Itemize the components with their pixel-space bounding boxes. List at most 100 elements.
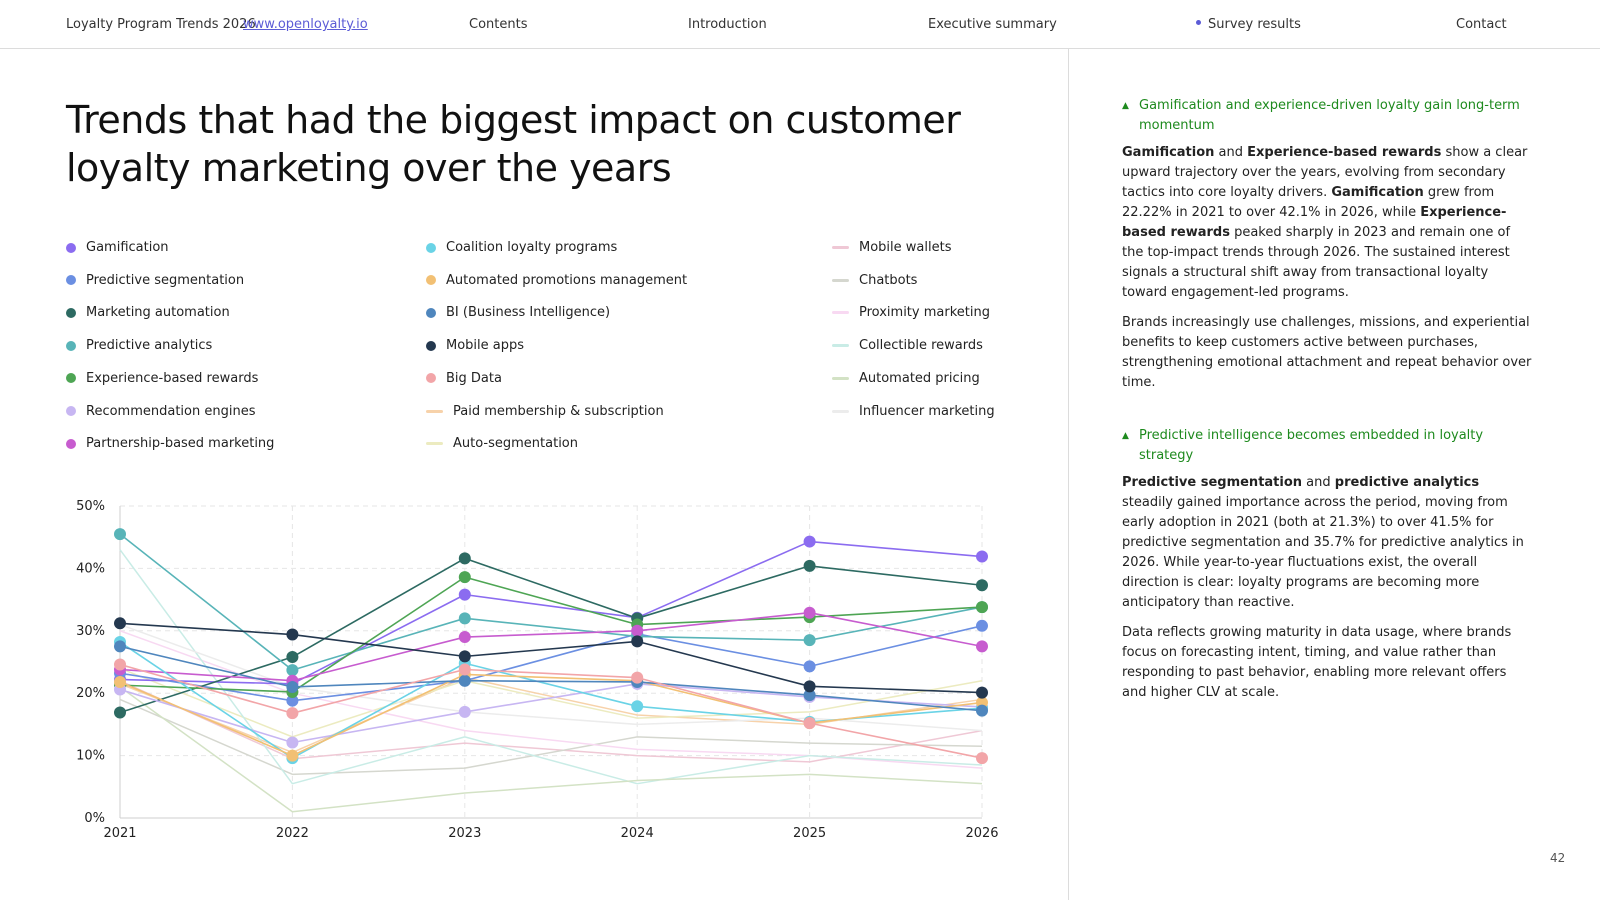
y-tick-label: 50% (76, 499, 105, 514)
series-line-predictive-analytics (119, 533, 983, 671)
series-mobile-apps (114, 617, 988, 699)
legend-label: Marketing automation (86, 305, 230, 321)
legend-item-proximity-marketing: Proximity marketing (832, 305, 990, 320)
series-partnership-based-marketing (114, 606, 988, 687)
legend-swatch (832, 246, 849, 249)
nav-survey-results-label: Survey results (1208, 17, 1301, 32)
legend-item-chatbots: Chatbots (832, 273, 917, 288)
legend-item-collectible-rewards: Collectible rewards (832, 338, 983, 353)
body-text: and (1214, 145, 1248, 160)
legend-swatch (426, 340, 436, 351)
insight-paragraph: Brands increasingly use challenges, miss… (1122, 313, 1534, 393)
emphasis-text: Gamification (1122, 145, 1215, 160)
series-line-automated-pricing (119, 686, 983, 813)
series-line-partnership-based-marketing (119, 611, 983, 682)
data-point-marketing-automation (458, 552, 471, 565)
data-point-big-data (631, 671, 644, 684)
emphasis-text: Experience-based rewards (1122, 205, 1507, 240)
chart-legend: Gamification Predictive segmentation Marke… (66, 240, 1026, 456)
insight-block-predictive: ▲ Predictive intelligence becomes embedde… (1122, 426, 1534, 713)
active-dot-icon (1196, 20, 1201, 25)
legend-label: Collectible rewards (859, 338, 983, 354)
legend-label: BI (Business Intelligence) (446, 305, 611, 321)
data-point-big-data (286, 707, 299, 720)
legend-label: Chatbots (859, 272, 918, 288)
legend-item-coalition-loyalty-programs: Coalition loyalty programs (426, 240, 617, 255)
insight-heading: ▲ Predictive intelligence becomes embedde… (1122, 426, 1534, 466)
insight-paragraph: Gamification and Experience-based reward… (1122, 143, 1534, 303)
body-text: Data reflects growing maturity in data u… (1122, 625, 1512, 700)
insight-paragraph: Data reflects growing maturity in data u… (1122, 623, 1534, 703)
legend-item-recommendation-engines: Recommendation engines (66, 404, 255, 419)
legend-item-paid-membership-subscription: Paid membership & subscription (426, 404, 664, 419)
nav-contents[interactable]: Contents (469, 17, 528, 32)
y-tick-label: 20% (76, 686, 105, 701)
data-point-big-data (976, 752, 988, 765)
data-point-partnership-based-marketing (976, 640, 988, 653)
series-big-data (114, 658, 988, 765)
series-line-experience-based-rewards (119, 576, 983, 693)
nav-survey-results[interactable]: Survey results (1196, 17, 1301, 32)
body-text: show a clear upward trajectory over the … (1122, 145, 1528, 200)
emphasis-text: predictive analytics (1334, 475, 1480, 490)
website-link[interactable]: www.openloyalty.io (243, 17, 368, 32)
legend-item-mobile-apps: Mobile apps (426, 338, 524, 353)
series-line-marketing-automation (119, 557, 983, 714)
legend-label: Big Data (446, 370, 502, 386)
insight-heading: ▲ Gamification and experience-driven loya… (1122, 96, 1534, 136)
data-point-gamification (458, 588, 471, 601)
data-point-experience-based-rewards (458, 571, 471, 584)
data-point-bi-business-intelligence (803, 689, 816, 702)
y-tick-label: 0% (84, 811, 105, 826)
legend-label: Auto-segmentation (453, 436, 579, 452)
x-tick-label: 2025 (793, 826, 826, 841)
column-divider (1068, 49, 1069, 900)
insight-heading-text: Predictive intelligence becomes embedded… (1139, 428, 1484, 463)
series-line-mobile-apps (119, 622, 983, 694)
data-point-mobile-apps (803, 680, 816, 693)
legend-label: Gamification (86, 240, 169, 255)
legend-swatch (66, 438, 76, 449)
legend-item-predictive-analytics: Predictive analytics (66, 338, 212, 353)
data-point-bi-business-intelligence (114, 640, 126, 653)
legend-swatch (426, 307, 436, 318)
legend-label: Automated promotions management (446, 272, 688, 288)
data-point-recommendation-engines (458, 705, 471, 718)
series-line-big-data (119, 663, 983, 759)
data-point-gamification (803, 535, 816, 548)
data-point-bi-business-intelligence (286, 680, 299, 693)
body-text: grew from 22.22% in 2021 to over 42.1% i… (1122, 185, 1495, 220)
legend-label: Partnership-based marketing (86, 436, 275, 452)
series-paid-membership-subscription (119, 676, 983, 754)
data-point-predictive-analytics (803, 634, 816, 647)
series-line-predictive-segmentation (119, 625, 983, 702)
data-point-marketing-automation (114, 706, 126, 719)
data-point-big-data (803, 717, 816, 730)
series-line-chatbots (119, 698, 983, 776)
legend-item-experience-based-rewards: Experience-based rewards (66, 371, 258, 386)
line-chart: 0% 10% 20% 30% 40% 50% 2021 2022 2023 2024 2025 202… (76, 499, 998, 841)
data-point-big-data (114, 658, 126, 671)
legend-swatch (832, 278, 849, 282)
nav-executive-summary[interactable]: Executive summary (928, 17, 1057, 32)
series-line-bi-business-intelligence (119, 645, 983, 712)
nav-introduction[interactable]: Introduction (688, 17, 767, 32)
page-title: Trends that had the biggest impact on cu… (66, 98, 961, 190)
data-point-predictive-analytics (114, 528, 126, 541)
nav-contact[interactable]: Contact (1456, 17, 1507, 32)
page-number: 42 (1550, 851, 1566, 865)
data-point-automated-promotions-management (114, 675, 126, 688)
y-tick-label: 30% (76, 624, 105, 639)
data-point-mobile-apps (458, 650, 471, 663)
x-tick-label: 2023 (448, 826, 481, 841)
series-gamification (114, 535, 988, 690)
legend-swatch (66, 406, 76, 416)
insight-heading-text: Gamification and experience-driven loyal… (1139, 98, 1520, 133)
emphasis-text: Gamification (1331, 185, 1424, 200)
series-chatbots (119, 698, 983, 776)
legend-label: Experience-based rewards (86, 370, 259, 386)
data-point-bi-business-intelligence (458, 674, 471, 687)
data-point-predictive-analytics (286, 664, 299, 677)
series-line-collectible-rewards (119, 549, 983, 785)
legend-label: Influencer marketing (859, 403, 995, 419)
